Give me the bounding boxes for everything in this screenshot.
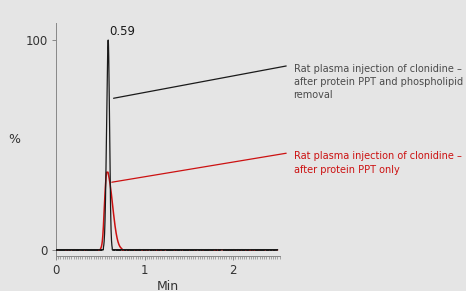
Y-axis label: %: % [8, 133, 20, 146]
Text: 0.59: 0.59 [110, 25, 136, 38]
Text: Rat plasma injection of clonidine –
after protein PPT only: Rat plasma injection of clonidine – afte… [294, 151, 461, 175]
Text: Rat plasma injection of clonidine –
after protein PPT and phospholipid
removal: Rat plasma injection of clonidine – afte… [294, 64, 463, 100]
X-axis label: Min: Min [157, 280, 179, 291]
